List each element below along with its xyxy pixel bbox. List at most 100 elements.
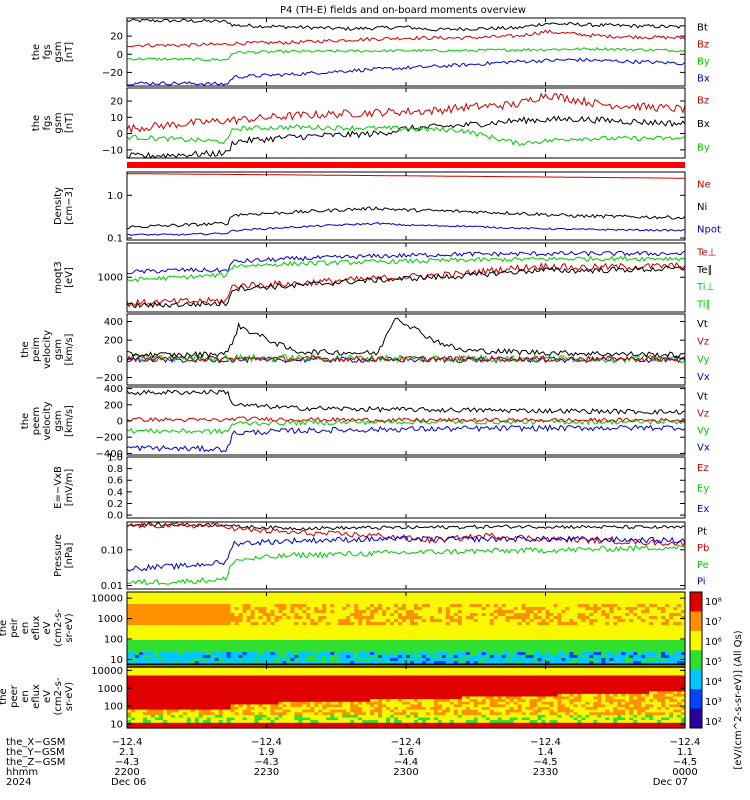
spectrogram-cell (469, 595, 475, 599)
spectrogram-cell (617, 643, 622, 647)
spectrogram-cell (314, 701, 319, 705)
spectrogram-cell (513, 646, 519, 650)
spectrogram-cell (242, 686, 248, 690)
spectrogram-cell (230, 678, 236, 682)
spectrogram-cell (238, 652, 244, 656)
spectrogram-cell (222, 646, 228, 650)
spectrogram-cell (589, 643, 594, 647)
spectrogram-cell (485, 625, 491, 629)
spectrogram-cell (565, 598, 570, 602)
spectrogram-cell (453, 601, 459, 605)
spectrogram-cell (609, 592, 614, 596)
spectrogram-cell (581, 604, 586, 608)
spectrogram-cell (469, 652, 475, 656)
spectrogram-cell (338, 667, 343, 671)
spectrogram-cell (290, 655, 295, 659)
spectrogram-cell (282, 667, 287, 671)
spectrogram-cell (250, 722, 256, 726)
spectrogram-cell (334, 619, 339, 623)
spectrogram-cell (665, 601, 670, 605)
spectrogram-cell (410, 601, 415, 605)
spectrogram-cell (270, 658, 276, 662)
legend-Npot: Npot (697, 225, 721, 236)
spectrogram-cell (318, 628, 323, 632)
spectrogram-cell (557, 601, 563, 605)
spectrogram-cell (557, 622, 563, 626)
spectrogram-cell (266, 675, 272, 679)
spectrogram-cell (342, 678, 347, 682)
spectrogram-cell (513, 661, 519, 665)
spectrogram-cell (186, 625, 192, 629)
spectrogram-cell (170, 670, 176, 674)
spectrogram-cell (286, 619, 291, 623)
spectrogram-cell (605, 595, 610, 599)
spectrogram-cell (226, 595, 232, 599)
spectrogram-cell (625, 655, 630, 659)
spectrogram-cell (346, 707, 351, 711)
spectrogram-cell (661, 643, 666, 647)
spectrogram-cell (390, 643, 395, 647)
spectrogram-cell (135, 616, 140, 620)
spectrogram-cell (322, 707, 327, 711)
spectrogram-cell (366, 595, 371, 599)
spectrogram-cell (142, 707, 148, 711)
spectrogram-cell (194, 643, 200, 647)
spectrogram-cell (521, 640, 527, 644)
spectrogram-cell (645, 661, 650, 665)
spectrogram-cell (485, 634, 491, 638)
spectrogram-cell (306, 598, 311, 602)
spectrogram-cell (358, 643, 363, 647)
spectrogram-cell (354, 610, 359, 614)
spectrogram-cell (298, 652, 303, 656)
spectrogram-cell (681, 616, 686, 620)
spectrogram-cell (641, 613, 646, 617)
spectrogram-cell (238, 628, 244, 632)
spectrogram-cell (314, 661, 319, 665)
spectrogram-cell (226, 661, 232, 665)
spectrogram-cell (605, 616, 610, 620)
spectrogram-cell (549, 616, 555, 620)
spectrogram-cell (533, 649, 539, 653)
spectrogram-cell (258, 598, 264, 602)
spectrogram-cell (625, 613, 630, 617)
spectrogram-cell (469, 598, 475, 602)
spectrogram-cell (429, 646, 435, 650)
spectrogram-cell (378, 619, 383, 623)
spectrogram-cell (266, 628, 272, 632)
spectrogram-cell (158, 622, 164, 626)
spectrogram-cell (322, 595, 327, 599)
spectrogram-cell (306, 707, 311, 711)
legend-Ni: Ni (697, 202, 707, 213)
spectrogram-cell (358, 622, 363, 626)
spectrogram-cell (465, 652, 471, 656)
spectrogram-cell (154, 667, 160, 671)
spectrogram-cell (362, 634, 367, 638)
spectrogram-cell (131, 701, 136, 705)
spectrogram-cell (218, 686, 224, 690)
spectrogram-cell (605, 604, 610, 608)
spectrogram-cell (473, 619, 479, 623)
spectrogram-cell (425, 598, 431, 602)
spectrogram-cell (290, 707, 295, 711)
spectrogram-cell (657, 595, 662, 599)
spectrogram-cell (254, 675, 260, 679)
spectrogram-cell (127, 701, 132, 705)
spectrogram-cell (338, 598, 343, 602)
spectrogram-cell (665, 625, 670, 629)
spectrogram-cell (214, 670, 220, 674)
spectrogram-cell (394, 652, 399, 656)
spectrogram-cell (302, 646, 307, 650)
spectrogram-cell (282, 709, 287, 713)
spectrogram-cell (406, 595, 411, 599)
spectrogram-cell (139, 622, 144, 626)
spectrogram-cell (286, 646, 291, 650)
spectrogram-cell (390, 622, 395, 626)
spectrogram-cell (609, 616, 614, 620)
spectrogram-cell (306, 628, 311, 632)
spectrogram-cell (282, 672, 287, 677)
spectrogram-cell (210, 707, 216, 711)
spectrogram-cell (174, 634, 180, 638)
spectrogram-cell (537, 652, 543, 656)
spectrogram-cell (402, 592, 407, 596)
